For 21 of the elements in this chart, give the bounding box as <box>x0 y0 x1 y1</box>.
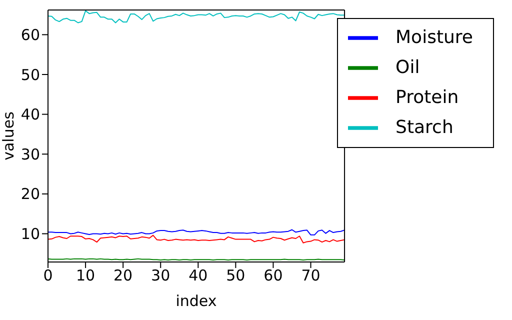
line-series <box>48 234 345 244</box>
x-tick-label: 60 <box>264 266 283 285</box>
x-tick-label: 20 <box>114 266 133 285</box>
x-axis-title: index <box>176 292 217 310</box>
x-tick-label: 40 <box>188 266 208 285</box>
legend-label: Protein <box>396 86 459 108</box>
x-tick-label: 30 <box>151 266 170 285</box>
y-tick-label: 60 <box>20 26 40 44</box>
x-tick-label: 50 <box>226 266 246 285</box>
legend-label: Oil <box>396 56 420 78</box>
y-tick-label: 20 <box>20 185 40 204</box>
x-tick-label: 10 <box>76 266 96 285</box>
legend-label: Starch <box>396 116 454 138</box>
legend-label: Moisture <box>396 26 473 48</box>
y-tick-label: 40 <box>20 106 40 124</box>
x-tick-label: 70 <box>301 266 320 285</box>
y-tick-label: 10 <box>20 225 40 244</box>
y-axis-title: values <box>0 111 18 160</box>
x-tick-label: 0 <box>43 266 53 285</box>
y-tick-label: 30 <box>20 145 40 164</box>
y-tick-label: 50 <box>20 66 40 84</box>
